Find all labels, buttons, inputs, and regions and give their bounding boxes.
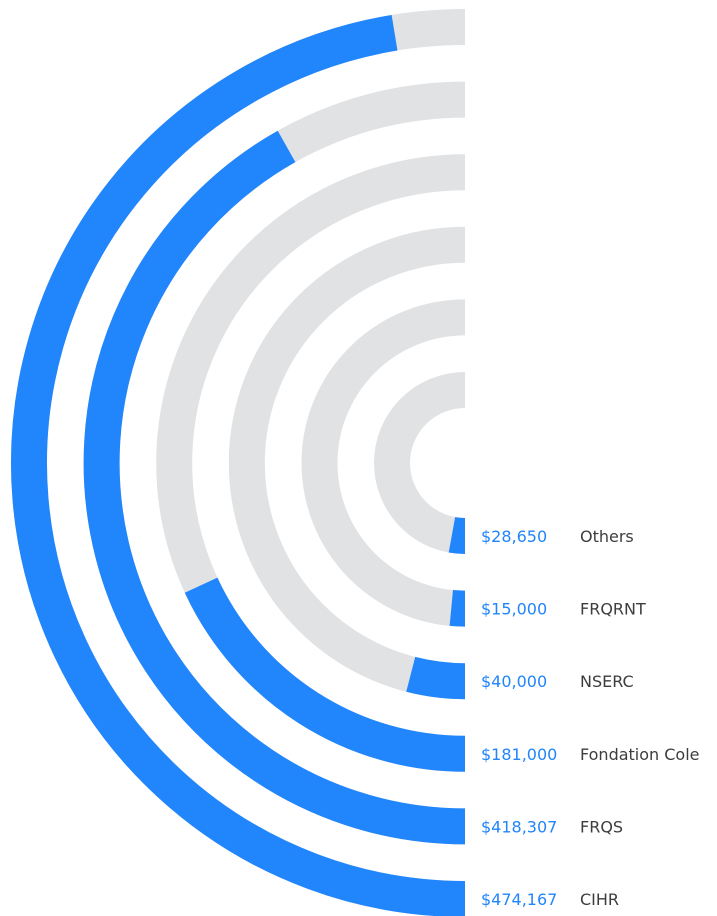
category-label-frqrnt: FRQRNT (580, 600, 646, 619)
bar-cihr (11, 14, 466, 916)
track-others (374, 372, 466, 554)
value-label-others: $28,650 (481, 527, 547, 546)
value-label-cihr: $474,167 (481, 890, 557, 909)
value-label-nserc: $40,000 (481, 672, 547, 691)
category-label-fondation-cole: Fondation Cole (580, 745, 700, 764)
category-label-frqs: FRQS (580, 817, 623, 836)
bar-frqrnt (449, 590, 466, 627)
track-frqrnt (301, 299, 466, 627)
category-label-others: Others (580, 527, 634, 546)
category-label-nserc: NSERC (580, 672, 634, 691)
value-label-fondation-cole: $181,000 (481, 745, 557, 764)
track-nserc (228, 226, 466, 700)
bar-frqs (83, 130, 466, 845)
value-label-frqrnt: $15,000 (481, 600, 547, 619)
bar-nserc (406, 656, 466, 700)
track-frqs (83, 81, 466, 845)
bar-others (448, 517, 466, 554)
value-label-frqs: $418,307 (481, 817, 557, 836)
bar-fondation-cole (184, 577, 466, 772)
category-label-cihr: CIHR (580, 890, 619, 909)
